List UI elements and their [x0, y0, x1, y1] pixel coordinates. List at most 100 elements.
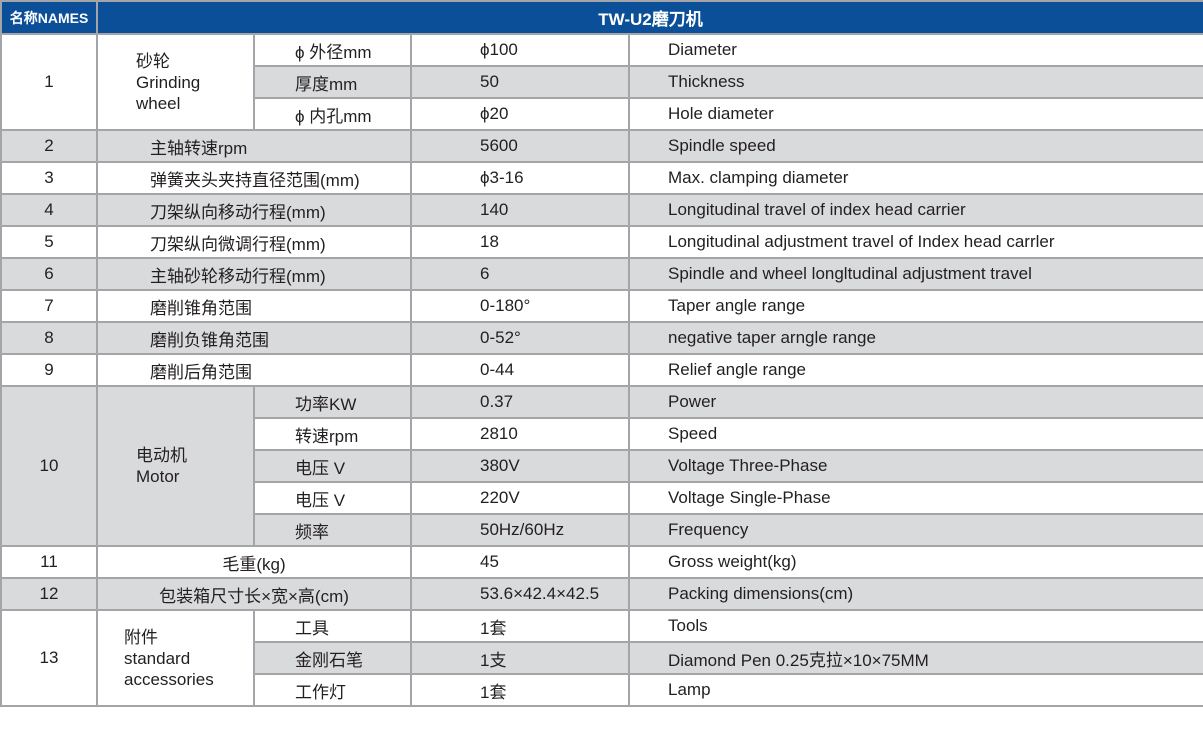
item-name: 毛重(kg) [96, 545, 412, 579]
table-row: 11 毛重(kg) 45 Gross weight(kg) [0, 545, 1203, 579]
table-row: 8 磨削负锥角范围 0-52° negative taper arngle range [0, 321, 1203, 355]
item-value: 50 [410, 65, 630, 99]
table-row: 2 主轴转速rpm 5600 Spindle speed [0, 129, 1203, 163]
item-name: 磨削负锥角范围 [96, 321, 412, 355]
item-value: ϕ3-16 [410, 161, 630, 195]
item-value: 53.6×42.4×42.5 [410, 577, 630, 611]
item-value: ϕ100 [410, 33, 630, 67]
table-row: 金刚石笔 1支 Diamond Pen 0.25克拉×10×75MM [1, 641, 1203, 675]
row-number: 5 [0, 225, 98, 259]
item-english: Lamp [627, 673, 1203, 707]
item-english: Power [627, 385, 1203, 419]
item-label: 转速rpm [253, 417, 412, 451]
item-value: 0.37 [410, 385, 630, 419]
item-value: 0-44 [410, 353, 630, 387]
table-row: 4 刀架纵向移动行程(mm) 140 Longitudinal travel of i… [0, 193, 1203, 227]
item-english: Thickness [627, 65, 1203, 99]
item-name: 包装箱尺寸长×宽×高(cm) [96, 577, 412, 611]
header-row: 名称NAMES TW-U2磨刀机 [0, 0, 1203, 35]
item-value: 50Hz/60Hz [410, 513, 630, 547]
table-row: ϕ 内孔mm ϕ20 Hole diameter [1, 97, 1203, 131]
group-label-line: 砂轮 [136, 51, 170, 71]
row-number: 9 [0, 353, 98, 387]
group-label-line: Motor [136, 467, 180, 486]
item-english: Relief angle range [627, 353, 1203, 387]
item-label: ϕ 外径mm [253, 33, 412, 67]
item-name: 刀架纵向微调行程(mm) [96, 225, 412, 259]
table-row: 3 弹簧夹头夹持直径范围(mm) ϕ3-16 Max. clamping diamet… [0, 161, 1203, 195]
group-label-line: accessories [124, 669, 214, 689]
group-label-line: 附件 [124, 627, 158, 647]
item-english: Spindle and wheel longltudinal adjustmen… [627, 257, 1203, 291]
item-label: 频率 [253, 513, 412, 547]
table-row: 频率 50Hz/60Hz Frequency [1, 513, 1203, 547]
item-english: Gross weight(kg) [627, 545, 1203, 579]
item-name: 主轴转速rpm [96, 129, 412, 163]
item-value: 6 [410, 257, 630, 291]
group-label-line: wheel [136, 93, 181, 113]
item-value: 1套 [410, 673, 630, 707]
row-number: 11 [0, 545, 98, 579]
group-label: 附件 standard accessories [96, 609, 255, 707]
table-row: 1 砂轮 Grinding wheel ϕ 外径mm ϕ100 Diameter [0, 33, 1203, 131]
names-header: 名称NAMES [0, 0, 98, 35]
row-number: 13 [0, 609, 98, 707]
item-value: 1套 [410, 609, 630, 643]
table-row: 6 主轴砂轮移动行程(mm) 6 Spindle and wheel longltud… [0, 257, 1203, 291]
item-english: Max. clamping diameter [627, 161, 1203, 195]
table-row: 电压 V 380V Voltage Three-Phase [1, 449, 1203, 483]
row-number: 10 [0, 385, 98, 547]
row-number: 4 [0, 193, 98, 227]
group-label-line: standard [124, 648, 191, 668]
row-number: 1 [0, 33, 98, 131]
table-row: 5 刀架纵向微调行程(mm) 18 Longitudinal adjustment t… [0, 225, 1203, 259]
row-number: 8 [0, 321, 98, 355]
table-row: 转速rpm 2810 Speed [1, 417, 1203, 451]
item-label: ϕ 内孔mm [253, 97, 412, 131]
item-name: 磨削锥角范围 [96, 289, 412, 323]
item-english: Spindle speed [627, 129, 1203, 163]
row-number: 2 [0, 129, 98, 163]
item-english: Hole diameter [627, 97, 1203, 131]
table-row: 13 附件 standard accessories 工具 1套 Tools [0, 609, 1203, 707]
table-row: 工作灯 1套 Lamp [1, 673, 1203, 707]
row-number: 6 [0, 257, 98, 291]
table-row: 7 磨削锥角范围 0-180° Taper angle range [0, 289, 1203, 323]
item-english: Longitudinal travel of index head carrie… [627, 193, 1203, 227]
item-english: Tools [627, 609, 1203, 643]
item-name: 磨削后角范围 [96, 353, 412, 387]
row-number: 3 [0, 161, 98, 195]
item-value: 220V [410, 481, 630, 515]
item-value: 45 [410, 545, 630, 579]
item-value: 140 [410, 193, 630, 227]
item-label: 金刚石笔 [253, 641, 412, 675]
item-label: 电压 V [253, 449, 412, 483]
table-row: 12 包装箱尺寸长×宽×高(cm) 53.6×42.4×42.5 Packing di… [0, 577, 1203, 611]
item-value: 0-52° [410, 321, 630, 355]
item-label: 工作灯 [253, 673, 412, 707]
item-english: Voltage Single-Phase [627, 481, 1203, 515]
table-title: TW-U2磨刀机 [95, 0, 1203, 35]
item-value: 1支 [410, 641, 630, 675]
item-english: Longitudinal adjustment travel of Index … [627, 225, 1203, 259]
item-value: 0-180° [410, 289, 630, 323]
item-english: negative taper arngle range [627, 321, 1203, 355]
item-name: 弹簧夹头夹持直径范围(mm) [96, 161, 412, 195]
table-row: 10 电动机 Motor 功率KW 0.37 Power [0, 385, 1203, 547]
group-label-line: 电动机 [136, 446, 187, 465]
group-label: 砂轮 Grinding wheel [96, 33, 255, 131]
group-label-line: Grinding [136, 72, 201, 92]
table-row: 电压 V 220V Voltage Single-Phase [1, 481, 1203, 515]
item-label: 功率KW [253, 385, 412, 419]
item-name: 刀架纵向移动行程(mm) [96, 193, 412, 227]
group-label: 电动机 Motor [96, 385, 255, 547]
item-value: 2810 [410, 417, 630, 451]
row-number: 12 [0, 577, 98, 611]
table-row: 厚度mm 50 Thickness [1, 65, 1203, 99]
item-value: ϕ20 [410, 97, 630, 131]
spec-table: 名称NAMES TW-U2磨刀机 1 砂轮 Grinding wheel ϕ 外径mm ϕ… [0, 0, 1203, 707]
item-name: 主轴砂轮移动行程(mm) [96, 257, 412, 291]
item-english: Taper angle range [627, 289, 1203, 323]
item-value: 5600 [410, 129, 630, 163]
item-english: Diamond Pen 0.25克拉×10×75MM [627, 641, 1203, 675]
